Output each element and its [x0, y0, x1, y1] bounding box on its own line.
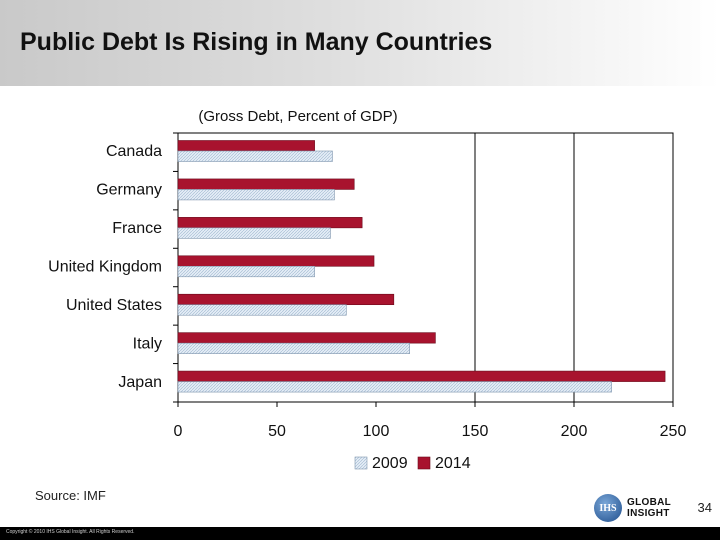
logo-wordmark: GLOBAL INSIGHT: [627, 497, 671, 519]
x-tick-label: 50: [268, 423, 286, 440]
category-label: Germany: [96, 182, 162, 199]
logo-line-1: GLOBAL: [627, 497, 672, 508]
bar-2014: [177, 370, 666, 382]
bars-group: [177, 140, 666, 393]
legend-swatch-2009: [354, 456, 368, 470]
category-label: Japan: [118, 374, 162, 391]
bar-2014: [177, 217, 363, 229]
footer-bar: Copyright © 2010 IHS Global Insight. All…: [0, 527, 720, 540]
slide-title: Public Debt Is Rising in Many Countries: [20, 28, 493, 56]
bar-2014: [177, 255, 375, 267]
category-label: Canada: [106, 143, 162, 160]
x-tick-label: 100: [363, 423, 390, 440]
bar-2014: [177, 332, 436, 344]
x-tick-labels: 0 50 100 150 200 250: [174, 423, 687, 440]
bar-2009: [177, 150, 333, 162]
logo-line-2: INSIGHT: [627, 508, 670, 519]
category-label: United States: [66, 297, 162, 314]
page-number: 34: [697, 500, 712, 515]
bar-2009: [177, 304, 347, 316]
bar-2009: [177, 342, 410, 354]
bar-2009: [177, 227, 331, 239]
debt-bar-chart: (Gross Debt, Percent of GDP) Canada Germa…: [48, 108, 687, 472]
category-label: France: [112, 220, 162, 237]
source-note: Source: IMF: [35, 488, 106, 503]
category-label: United Kingdom: [48, 259, 162, 276]
legend-label-2014: 2014: [435, 455, 471, 472]
bar-2009: [177, 381, 612, 393]
category-labels: Canada Germany France United Kingdom United …: [48, 143, 162, 391]
x-tick-label: 250: [660, 423, 687, 440]
bar-2014: [177, 178, 355, 190]
x-tick-label: 150: [462, 423, 489, 440]
category-label: Italy: [133, 335, 162, 352]
legend: 2009 2014: [354, 455, 471, 472]
x-tick-label: 200: [561, 423, 588, 440]
legend-swatch-2014: [417, 456, 431, 470]
ihs-logo-icon: IHS: [594, 494, 622, 522]
bar-2009: [177, 265, 315, 278]
bar-2014: [177, 140, 315, 152]
copyright-text: Copyright © 2010 IHS Global Insight. All…: [6, 529, 135, 535]
ihs-global-insight-logo: IHS GLOBAL INSIGHT: [594, 492, 712, 524]
bar-2009: [177, 189, 335, 201]
bar-2014: [177, 293, 395, 306]
chart-subtitle: (Gross Debt, Percent of GDP): [198, 108, 397, 125]
x-tick-label: 0: [174, 423, 183, 440]
legend-label-2009: 2009: [372, 455, 408, 472]
title-band: [0, 0, 720, 86]
